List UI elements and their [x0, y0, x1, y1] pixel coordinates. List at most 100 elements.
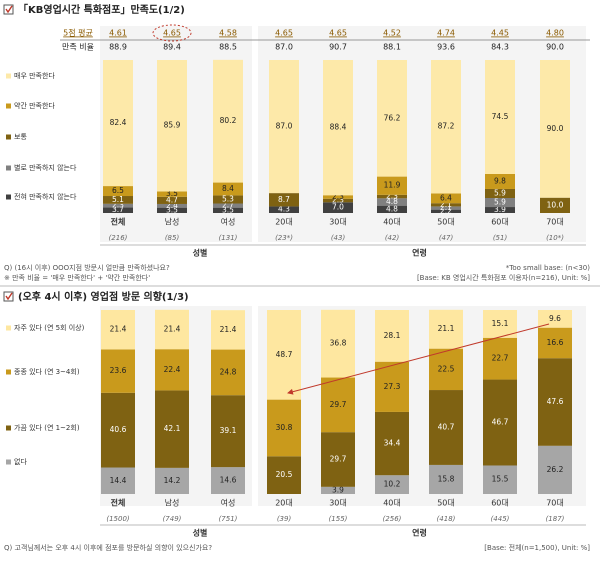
legend-label: 가끔 있다 (연 1~2회): [14, 423, 80, 432]
bar-segment: [269, 60, 299, 194]
segment-label: 88.4: [330, 123, 347, 132]
footnote: Q) (16시 이후) OOO지점 방문시 얼만큼 만족하셨나요?: [4, 263, 170, 272]
summary-value: 4.65: [275, 29, 293, 38]
segment-label: 82.4: [110, 118, 127, 127]
sample-size: (187): [546, 515, 565, 523]
segment-label: 40.7: [438, 422, 455, 431]
sample-size: (39): [277, 515, 292, 523]
footnote: ※ 만족 비율 = '매우 만족한다' + '약간 만족한다': [4, 273, 150, 282]
segment-label: 11.9: [384, 181, 401, 190]
bar-segment: [321, 486, 355, 494]
segment-label: 22.7: [492, 354, 509, 363]
bar-segment: [103, 186, 133, 197]
chart-title: (오후 4시 이후) 영업점 방문 의향(1/3): [18, 290, 189, 303]
x-tick-label: 20대: [275, 218, 293, 227]
panel: [258, 306, 586, 506]
segment-label: 2.4: [166, 201, 178, 210]
bar-segment: [429, 348, 463, 391]
segment-label: 6.5: [112, 186, 124, 195]
x-tick-label: 30대: [329, 218, 347, 227]
bar-segment: [485, 60, 515, 174]
check-mark: [5, 5, 13, 14]
segment-label: 80.2: [220, 116, 237, 125]
checkbox-icon: [3, 291, 14, 302]
summary-value: 4.74: [437, 29, 455, 38]
bar-segment: [267, 399, 301, 457]
bar-segment: [213, 207, 243, 213]
x-tick-label: 40대: [383, 218, 401, 227]
highlight-circle: [152, 24, 192, 42]
segment-label: 15.5: [492, 475, 509, 484]
sample-size: (418): [437, 515, 456, 523]
segment-label: 28.1: [384, 331, 401, 340]
segment-label: 9.8: [494, 176, 506, 185]
sample-size: (85): [165, 234, 180, 242]
segment-label: 36.8: [330, 339, 347, 348]
segment-label: 87.0: [276, 122, 293, 131]
bar-segment: [485, 188, 515, 199]
summary-value: 4.65: [329, 29, 347, 38]
bar-segment: [267, 310, 301, 400]
segment-label: 7.0: [332, 203, 344, 212]
x-tick-label: 전체: [111, 217, 126, 227]
bar-segment: [323, 60, 353, 196]
segment-label: 5.3: [222, 194, 234, 203]
summary-value: 88.9: [109, 43, 127, 52]
bar-segment: [429, 309, 463, 349]
x-tick-label: 여성: [221, 217, 236, 227]
bar-segment: [157, 191, 187, 197]
row-label: 만족 비율: [62, 43, 94, 52]
segment-label: 16.6: [547, 338, 564, 347]
segment-label: 14.2: [164, 476, 181, 485]
bar-segment: [101, 310, 135, 350]
segment-label: 90.0: [547, 124, 564, 133]
sample-size: (155): [329, 515, 348, 523]
segment-label: 3.9: [332, 485, 344, 494]
bar-segment: [483, 337, 517, 380]
segment-label: 2.1: [440, 200, 452, 209]
bar-segment: [485, 198, 515, 208]
summary-value: 4.58: [219, 29, 237, 38]
segment-label: 2.1: [440, 203, 452, 212]
checkbox-icon: [3, 4, 14, 15]
bar-segment: [211, 310, 245, 350]
sample-size: (749): [163, 515, 182, 523]
segment-label: 34.4: [384, 439, 401, 448]
summary-value: 4.80: [546, 29, 564, 38]
bar-segment: [269, 206, 299, 213]
x-tick-label: 70대: [546, 218, 564, 227]
group-label: 성별: [193, 528, 208, 538]
segment-label: 23.6: [110, 366, 127, 375]
sample-size: (445): [491, 515, 510, 523]
bar-segment: [377, 205, 407, 213]
legend-label: 보통: [14, 133, 27, 141]
segment-label: 15.8: [438, 474, 455, 483]
legend-swatch: [6, 73, 11, 79]
segment-label: 4.7: [166, 195, 178, 204]
bar-segment: [375, 475, 409, 494]
segment-label: 24.8: [220, 367, 237, 376]
segment-label: 4.8: [386, 204, 398, 213]
bar-segment: [211, 349, 245, 396]
segment-label: 85.9: [164, 121, 181, 130]
bar-segment: [538, 445, 572, 494]
bar-segment: [157, 60, 187, 192]
x-tick-label: 남성: [165, 499, 180, 508]
x-tick-label: 50대: [437, 499, 455, 508]
legend-label: 없다: [14, 457, 27, 466]
segment-label: 15.1: [492, 319, 509, 328]
sample-size: (10*): [546, 234, 564, 242]
bar-segment: [155, 390, 189, 468]
x-tick-label: 여성: [221, 498, 236, 508]
bar-segment: [483, 465, 517, 494]
summary-value: 4.45: [491, 29, 509, 38]
segment-label: 39.1: [220, 426, 237, 435]
segment-label: 14.4: [110, 476, 127, 485]
segment-label: 21.4: [220, 325, 237, 334]
segment-label: 5.9: [494, 188, 506, 197]
segment-label: 21.1: [438, 324, 455, 333]
bar-segment: [485, 173, 515, 189]
bar-segment: [103, 196, 133, 204]
bar-segment: [431, 209, 461, 213]
